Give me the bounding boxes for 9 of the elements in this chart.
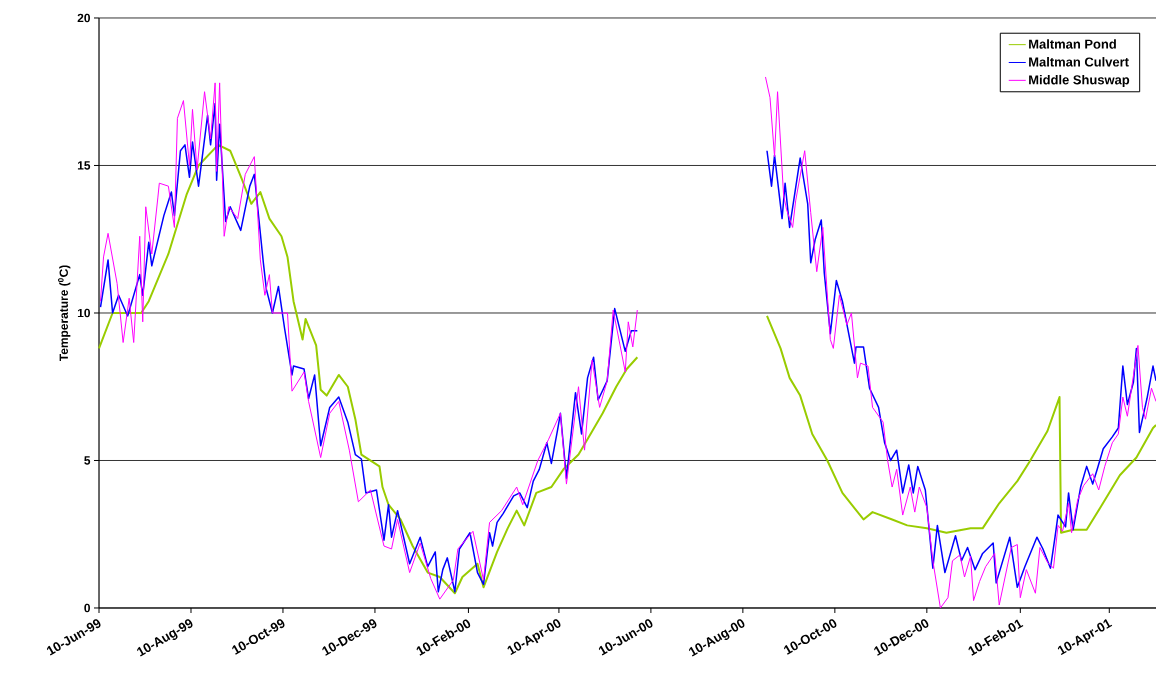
y-tick-label: 15 <box>77 161 91 170</box>
y-tick-label: 10 <box>77 308 90 318</box>
legend-label: Maltman Culvert <box>1029 57 1129 67</box>
y-tick-label: 20 <box>77 13 90 23</box>
y-axis-title: Temperature ($^{0}$C) <box>57 265 71 362</box>
legend-label: Middle Shuswap <box>1029 74 1130 87</box>
legend-label: Maltman Pond <box>1029 39 1116 49</box>
y-tick-label: 0 <box>84 603 90 613</box>
y-tick-label: 5 <box>84 456 91 465</box>
